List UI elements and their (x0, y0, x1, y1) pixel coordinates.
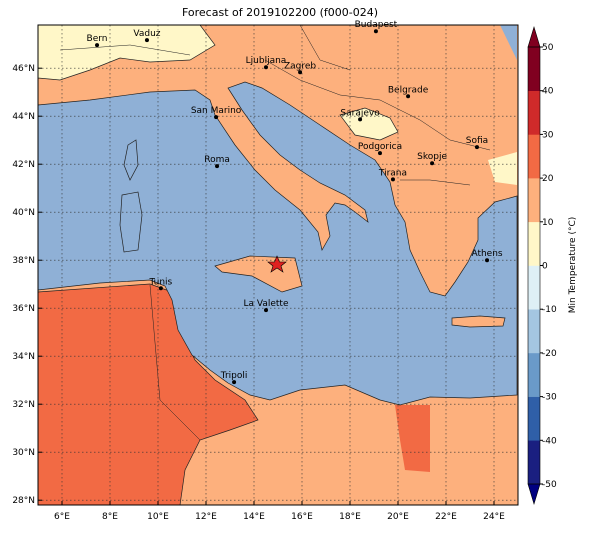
city-dot (144, 38, 149, 43)
colorbar-bin (528, 178, 540, 223)
colorbar-extend-top (527, 25, 541, 48)
city-dot (358, 117, 363, 122)
east-cold (488, 152, 517, 185)
city-dot (406, 94, 411, 99)
forecast-point-star (267, 255, 287, 273)
black-sea-edge (500, 25, 517, 60)
city-label: Roma (204, 155, 230, 165)
colorbar-tick-label: -50 (542, 480, 557, 490)
city-label: Belgrade (388, 85, 429, 95)
city-dot (474, 145, 479, 150)
colorbar-bin (528, 440, 540, 485)
city-label: Budapest (355, 20, 398, 30)
city-dot (214, 115, 219, 120)
city-label: Tunis (149, 277, 173, 287)
y-tick-label: 44°N (12, 112, 35, 122)
grid: 6°E 8°E 10°E 12°E 14°E 16°E 18°E 20°E 22°E 24°E 28… (12, 25, 518, 522)
city-label: Tirana (378, 168, 407, 178)
y-tick-label: 30°N (12, 448, 35, 458)
colorbar-bin (528, 134, 540, 179)
y-tick-label: 34°N (12, 352, 35, 362)
city-label: Bern (87, 34, 108, 44)
colorbar-bin (528, 265, 540, 310)
y-tick-label: 36°N (12, 304, 35, 314)
y-tick-label: 40°N (12, 208, 35, 218)
city-label: Zagreb (284, 61, 316, 71)
colorbar-tick-label: 50 (542, 43, 554, 53)
city-label: Vaduz (133, 29, 160, 39)
y-tick-label: 32°N (12, 400, 35, 410)
x-tick-label: 14°E (243, 512, 265, 522)
map-frame (37, 24, 519, 506)
colorbar-tick-label: -30 (542, 393, 557, 403)
colorbar-bin (528, 352, 540, 397)
x-tick-label: 16°E (291, 512, 313, 522)
x-tick-label: 20°E (387, 512, 409, 522)
x-tick-label: 12°E (195, 512, 217, 522)
colorbar-bin (528, 90, 540, 135)
city-dot (158, 286, 163, 291)
x-tick-label: 18°E (339, 512, 361, 522)
x-tick-label: 6°E (54, 512, 70, 522)
colorbar: -50 -40 -30 -20 -10 0 10 20 30 40 50 (527, 25, 557, 506)
colorbar-tick-label: 30 (542, 130, 554, 140)
x-tick-label: 22°E (435, 512, 457, 522)
city-dot (390, 177, 395, 182)
y-tick-label: 46°N (12, 64, 35, 74)
city-label: Athens (471, 249, 502, 259)
city-label: Sarajevo (340, 108, 380, 118)
sardinia (119, 191, 143, 253)
city-label: Podgorica (358, 142, 402, 152)
city-dot (378, 151, 382, 156)
colorbar-tick-label: -40 (542, 436, 557, 446)
corsica (123, 139, 139, 181)
crete (451, 315, 506, 328)
x-tick-label: 8°E (102, 512, 118, 522)
libya-warm (395, 405, 430, 472)
y-tick-label: 38°N (12, 256, 35, 266)
colorbar-tick-label: -20 (542, 349, 557, 359)
map-layers (38, 25, 518, 505)
city-dot (430, 161, 435, 166)
colorbar-bin (528, 47, 540, 91)
city-label: Sofia (466, 136, 488, 146)
x-tick-label: 10°E (147, 512, 169, 522)
city-label: Ljubljana (246, 56, 287, 66)
city-dot (485, 258, 490, 263)
city-dot (298, 70, 303, 75)
colorbar-extend-bottom (527, 483, 541, 506)
y-tick-label: 28°N (12, 496, 35, 506)
city-label: Skopje (417, 152, 447, 162)
city-label: San Marino (191, 106, 242, 116)
y-tick-label: 42°N (12, 160, 35, 170)
city-dot (264, 308, 268, 313)
colorbar-tick-label: -10 (542, 305, 557, 315)
colorbar-bin (528, 309, 540, 354)
title: Forecast of 2019102200 (f000-024) (182, 6, 378, 19)
x-tick-label: 24°E (483, 512, 505, 522)
colorbar-tick-label: 0 (542, 262, 548, 272)
city-dot (215, 164, 220, 169)
colorbar-label: Min Temperature (°C) (568, 217, 578, 314)
city-dot (95, 43, 100, 48)
colorbar-bin (528, 221, 540, 266)
alps-cold (38, 25, 216, 81)
city-dot (264, 65, 268, 70)
borders (59, 25, 491, 441)
sea (38, 81, 518, 406)
colorbar-tick-label: 10 (542, 218, 554, 228)
colorbar-tick-label: 40 (542, 87, 554, 97)
city-label: Tripoli (220, 371, 248, 381)
city-dot (232, 380, 237, 385)
colorbar-tick-label: 20 (542, 174, 554, 184)
city-dot (373, 29, 378, 34)
colorbar-bin (528, 396, 540, 441)
city-label: La Valette (244, 299, 289, 309)
